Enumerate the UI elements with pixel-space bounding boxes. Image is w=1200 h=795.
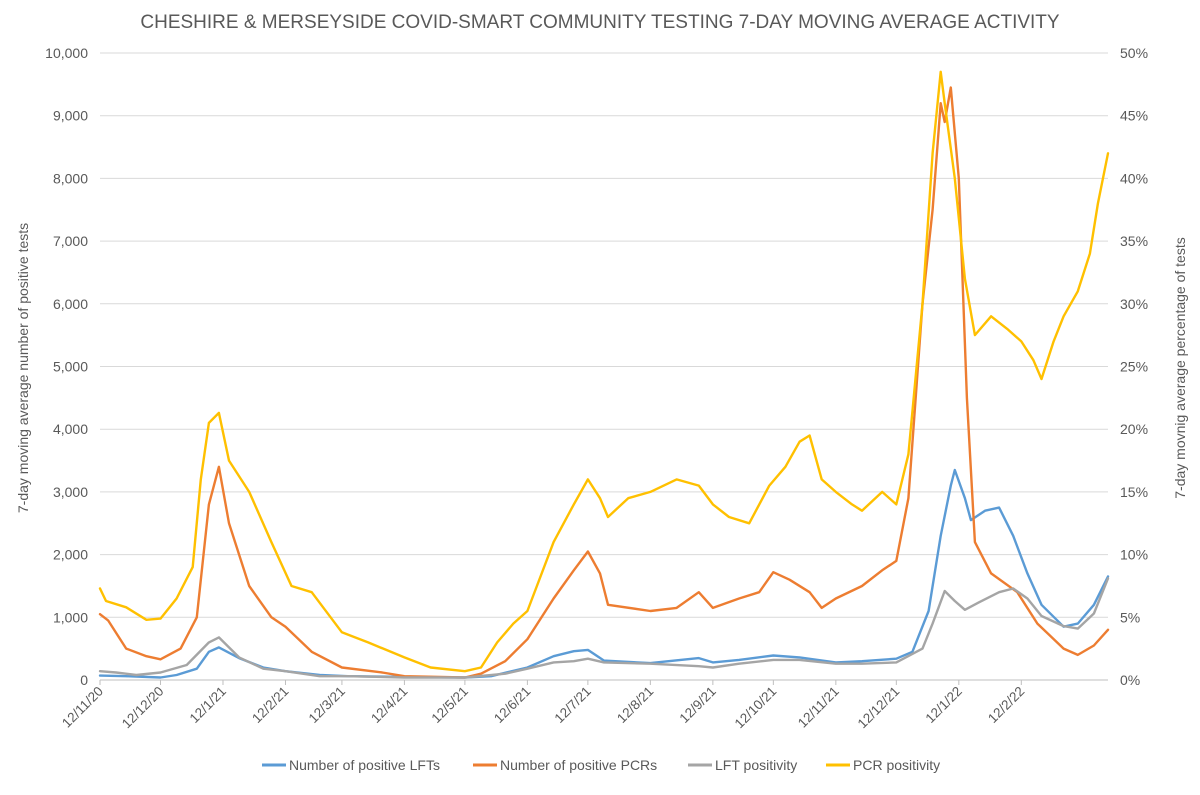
legend: Number of positive LFTs Number of positiv… bbox=[262, 757, 940, 773]
y2-axis-label: 7-day movnig average percentage of tests bbox=[1172, 237, 1188, 499]
legend-label-number-of-positive-pcrs: Number of positive PCRs bbox=[500, 757, 657, 773]
y-tick-label: 6,000 bbox=[53, 296, 88, 312]
y2-tick-label: 50% bbox=[1120, 45, 1148, 61]
y2-tick-label: 25% bbox=[1120, 359, 1148, 375]
y-tick-label: 1,000 bbox=[53, 609, 88, 625]
left-axis-ticks: 0 1,000 2,000 3,000 4,000 5,000 6,000 7,000 8,00… bbox=[45, 45, 88, 688]
series-lines bbox=[98, 70, 1110, 679]
y2-tick-label: 20% bbox=[1120, 421, 1148, 437]
y-tick-label: 9,000 bbox=[53, 108, 88, 124]
y-tick-label: 0 bbox=[80, 672, 88, 688]
y-tick-label: 3,000 bbox=[53, 484, 88, 500]
legend-label-pcr-positivity: PCR positivity bbox=[853, 757, 940, 773]
y-tick-label: 4,000 bbox=[53, 421, 88, 437]
legend-label-number-of-positive-lfts: Number of positive LFTs bbox=[289, 757, 440, 773]
series-line-number-of-positive-pcrs bbox=[98, 86, 1110, 679]
y-axis-label: 7-day moving average number of positive … bbox=[15, 223, 31, 513]
legend-label-lft-positivity: LFT positivity bbox=[715, 757, 797, 773]
y2-tick-label: 35% bbox=[1120, 233, 1148, 249]
y2-tick-label: 15% bbox=[1120, 484, 1148, 500]
y2-tick-label: 0% bbox=[1120, 672, 1140, 688]
series-line-lft-positivity bbox=[98, 577, 1110, 679]
y2-tick-label: 40% bbox=[1120, 170, 1148, 186]
y2-tick-label: 10% bbox=[1120, 547, 1148, 563]
series-line-pcr-positivity bbox=[98, 70, 1110, 673]
y-tick-label: 2,000 bbox=[53, 547, 88, 563]
y-tick-label: 5,000 bbox=[53, 359, 88, 375]
chart-title: CHESHIRE & MERSEYSIDE COVID-SMART COMMUN… bbox=[140, 12, 1060, 33]
y2-tick-label: 45% bbox=[1120, 108, 1148, 124]
y-tick-label: 10,000 bbox=[45, 45, 88, 61]
y2-tick-label: 30% bbox=[1120, 296, 1148, 312]
right-axis-ticks: 0% 5% 10% 15% 20% 25% 30% 35% 40% 45% 50% bbox=[1120, 45, 1148, 688]
y-tick-label: 8,000 bbox=[53, 170, 88, 186]
y2-tick-label: 5% bbox=[1120, 609, 1140, 625]
y-tick-label: 7,000 bbox=[53, 233, 88, 249]
